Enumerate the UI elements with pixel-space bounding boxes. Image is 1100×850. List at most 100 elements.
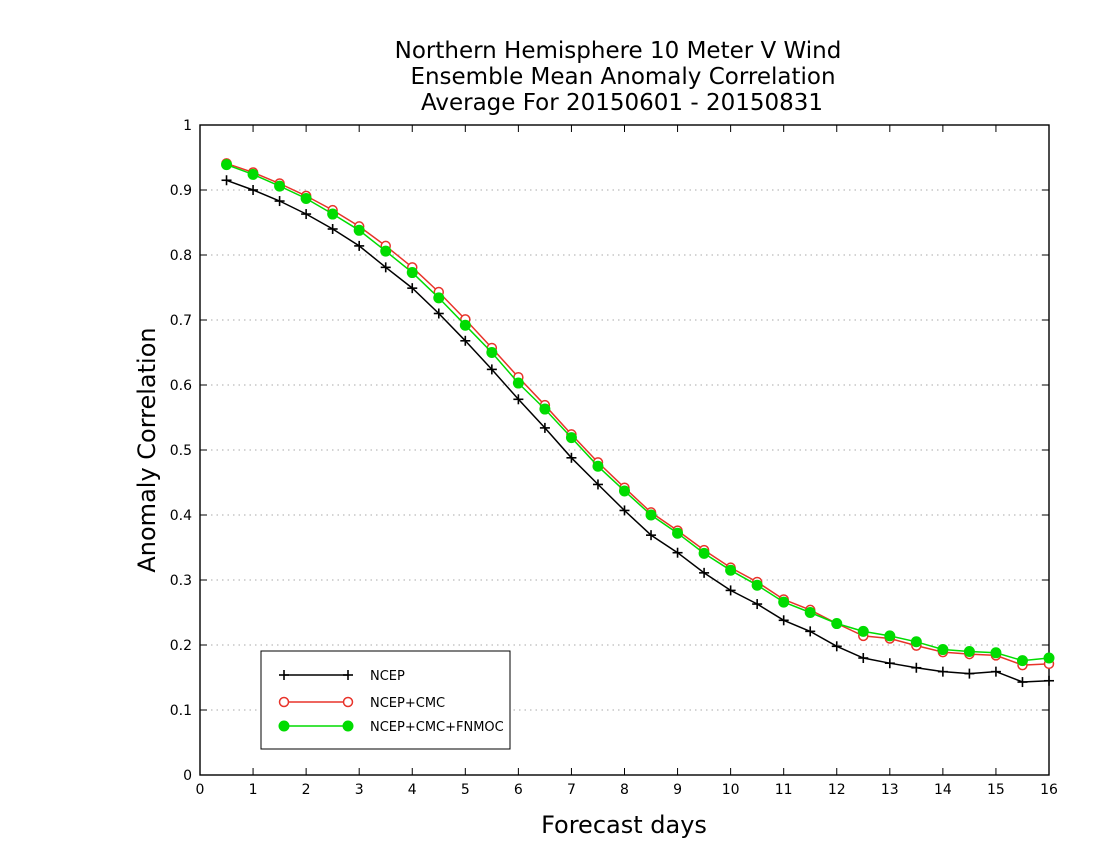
data-point-ncep [672, 547, 683, 558]
data-point-ncep-cmc-fnmoc [884, 630, 896, 642]
data-point-ncep-cmc-fnmoc [937, 644, 949, 656]
x-tick-label: 6 [514, 782, 523, 798]
data-point-ncep [513, 394, 524, 405]
data-point-ncep-cmc-fnmoc [990, 647, 1002, 659]
x-tick-label: 0 [196, 782, 205, 798]
data-point-ncep-cmc-fnmoc [433, 292, 445, 304]
data-point-ncep-cmc-fnmoc [327, 208, 339, 220]
series-line-ncep [226, 179, 1050, 683]
data-point-ncep-cmc-fnmoc [221, 159, 233, 171]
y-tick-label: 0.2 [170, 638, 192, 654]
data-point-ncep-cmc-fnmoc [380, 245, 392, 257]
legend-label: NCEP+CMC [370, 696, 445, 711]
x-tick-label: 2 [302, 782, 311, 798]
data-point-ncep [937, 666, 948, 677]
data-point-ncep-cmc-fnmoc [725, 564, 737, 576]
data-point-ncep-cmc-fnmoc [1016, 655, 1028, 667]
data-point-ncep-cmc-fnmoc [645, 509, 657, 521]
data-point-ncep [460, 335, 471, 346]
x-tick-label: 1 [249, 782, 258, 798]
data-point-ncep [248, 185, 259, 195]
data-point-ncep [486, 364, 497, 375]
legend-item-ncep: NCEP [279, 669, 405, 684]
x-axis-title: Forecast days [541, 811, 707, 839]
y-tick-label: 0.1 [170, 703, 192, 719]
data-point-ncep-cmc-fnmoc [778, 596, 790, 608]
y-tick-label: 0.5 [170, 443, 192, 459]
chart-title-line-2: Ensemble Mean Anomaly Correlation [410, 64, 835, 90]
x-tick-label: 13 [881, 782, 899, 798]
data-point-ncep-cmc-fnmoc [247, 168, 259, 180]
y-tick-label: 0.6 [170, 378, 192, 394]
data-point-ncep-cmc-fnmoc [459, 319, 471, 331]
data-point-ncep [221, 175, 232, 186]
axis-ticks: 00.10.20.30.40.50.60.70.80.910 1 2 3 4 5 6 7 8 9 1… [170, 118, 1058, 798]
x-tick-label: 16 [1040, 782, 1058, 798]
chart-title: Northern Hemisphere 10 Meter V Wind Ense… [395, 38, 842, 116]
data-point-ncep [274, 196, 285, 207]
x-tick-label: 3 [355, 782, 364, 798]
series-layer [221, 158, 1055, 688]
data-point-ncep [805, 626, 816, 637]
legend-swatch-marker [278, 696, 290, 708]
legend-items: NCEP NCEP+CMC NCEP+CMC+FNMOC [278, 669, 504, 735]
data-point-ncep-cmc-fnmoc [1043, 652, 1055, 664]
data-point-ncep-cmc-fnmoc [698, 547, 710, 559]
data-point-ncep-cmc-fnmoc [512, 377, 524, 389]
legend: NCEP NCEP+CMC NCEP+CMC+FNMOC [260, 650, 511, 750]
data-point-ncep [725, 585, 736, 596]
data-point-ncep [858, 653, 869, 663]
data-point-ncep [964, 668, 975, 679]
grid-lines [200, 189, 1049, 711]
data-point-ncep [831, 641, 842, 652]
data-point-ncep-cmc-fnmoc [486, 347, 498, 358]
y-tick-label: 0.7 [170, 313, 192, 329]
data-point-ncep [699, 567, 710, 578]
data-point-ncep [592, 479, 603, 490]
y-tick-label: 0.3 [170, 573, 192, 589]
data-point-ncep-cmc-fnmoc [406, 267, 418, 279]
data-point-ncep-cmc-fnmoc [353, 224, 365, 236]
series-ncep [221, 175, 1054, 688]
data-point-ncep-cmc-fnmoc [672, 527, 684, 539]
data-point-ncep [990, 666, 1001, 677]
data-point-ncep-cmc-fnmoc [539, 403, 551, 415]
data-point-ncep-cmc-fnmoc [300, 192, 312, 204]
chart-title-line-1: Northern Hemisphere 10 Meter V Wind [395, 38, 842, 64]
data-point-ncep-cmc-fnmoc [910, 636, 922, 648]
legend-box [260, 650, 511, 750]
legend-swatch-marker [279, 670, 289, 680]
x-tick-label: 12 [828, 782, 846, 798]
x-tick-label: 11 [775, 782, 793, 798]
data-point-ncep [433, 308, 444, 319]
x-tick-label: 10 [722, 782, 740, 798]
data-point-ncep [646, 530, 657, 541]
x-tick-label: 7 [567, 782, 576, 798]
x-tick-label: 5 [461, 782, 470, 798]
data-point-ncep-cmc-fnmoc [857, 625, 869, 637]
y-tick-label: 0.8 [170, 248, 192, 264]
legend-label: NCEP+CMC+FNMOC [370, 720, 504, 735]
y-tick-label: 0.4 [170, 508, 192, 524]
chart-title-line-3: Average For 20150601 - 20150831 [421, 90, 823, 116]
legend-swatch-marker [343, 670, 353, 680]
y-tick-label: 0 [183, 768, 192, 784]
data-point-ncep [752, 599, 763, 610]
data-point-ncep [380, 262, 391, 273]
data-point-ncep [301, 209, 312, 220]
x-tick-label: 8 [620, 782, 629, 798]
data-point-ncep [407, 283, 418, 294]
legend-item-ncep-cmc-fnmoc: NCEP+CMC+FNMOC [278, 720, 504, 735]
data-point-ncep-cmc-fnmoc [274, 180, 286, 192]
data-point-ncep [911, 662, 922, 673]
x-tick-label: 14 [934, 782, 952, 798]
data-point-ncep-cmc-fnmoc [831, 618, 843, 630]
data-point-ncep [566, 452, 577, 463]
series-line-ncep-cmc [226, 162, 1050, 666]
data-point-ncep-cmc-fnmoc [963, 646, 975, 657]
data-point-ncep [327, 224, 338, 234]
y-tick-label: 1 [183, 118, 192, 134]
legend-label: NCEP [370, 669, 405, 684]
data-point-ncep-cmc-fnmoc [619, 485, 630, 497]
